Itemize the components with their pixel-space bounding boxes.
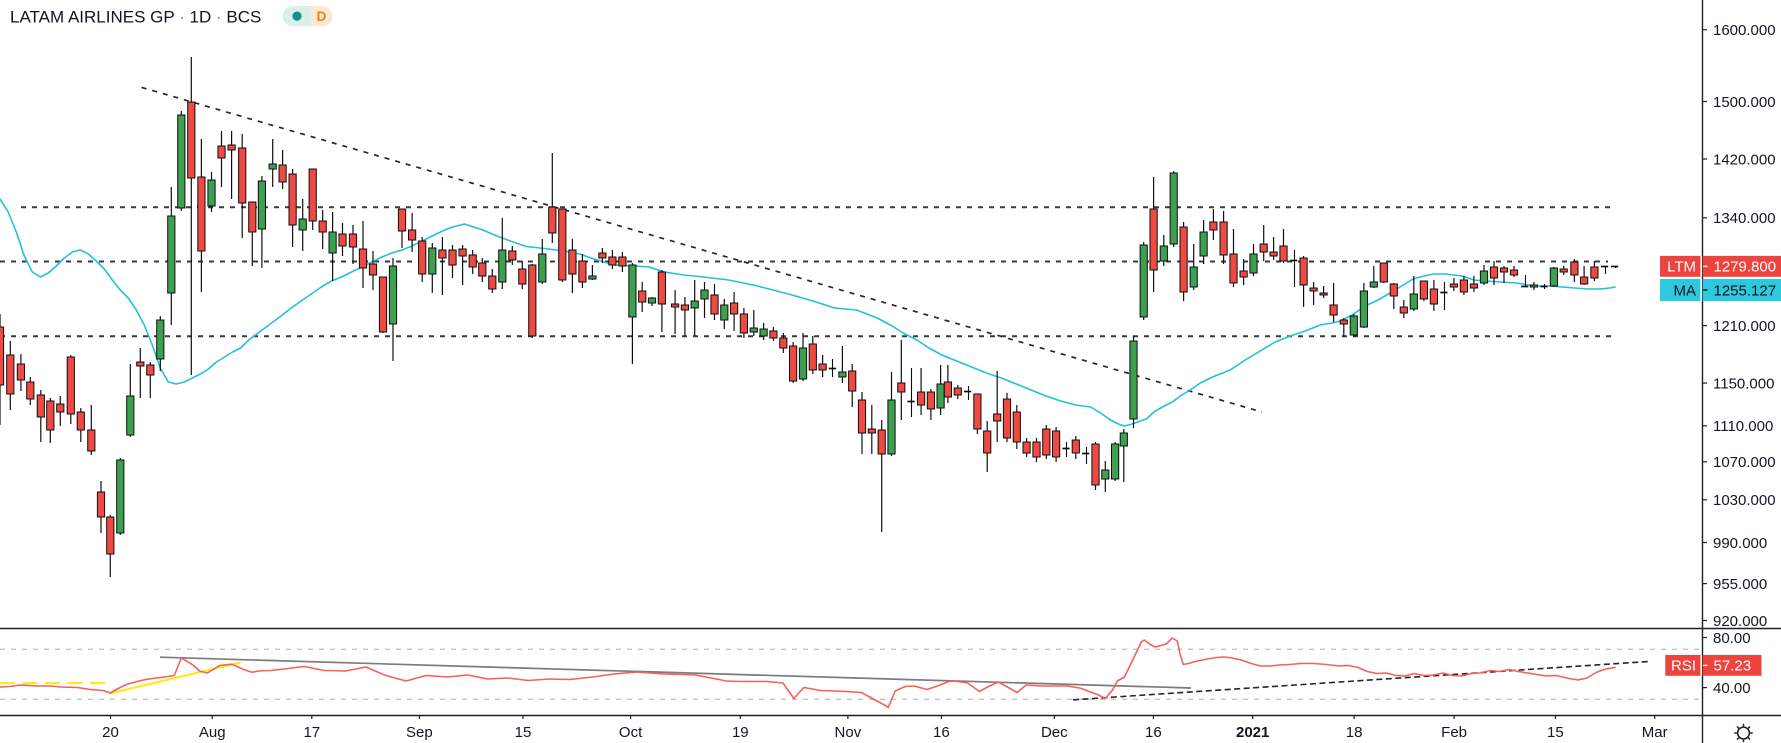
svg-text:15: 15	[515, 724, 532, 741]
svg-text:16: 16	[933, 724, 950, 741]
svg-text:1600.000: 1600.000	[1713, 22, 1776, 39]
svg-text:16: 16	[1145, 724, 1162, 741]
svg-text:Dec: Dec	[1041, 724, 1068, 741]
svg-text:1340.000: 1340.000	[1713, 210, 1776, 227]
svg-text:Aug: Aug	[199, 724, 226, 741]
svg-text:MA: MA	[1674, 282, 1697, 299]
svg-text:Feb: Feb	[1441, 724, 1467, 741]
svg-text:1255.127: 1255.127	[1714, 282, 1777, 299]
svg-text:Nov: Nov	[835, 724, 862, 741]
svg-text:15: 15	[1547, 724, 1564, 741]
svg-text:1500.000: 1500.000	[1713, 94, 1776, 111]
svg-text:Oct: Oct	[619, 724, 643, 741]
svg-text:20: 20	[102, 724, 119, 741]
svg-text:955.000: 955.000	[1713, 576, 1767, 593]
svg-text:17: 17	[303, 724, 320, 741]
svg-text:1420.000: 1420.000	[1713, 151, 1776, 168]
svg-text:Mar: Mar	[1642, 724, 1668, 741]
svg-text:1110.000: 1110.000	[1713, 418, 1773, 435]
svg-text:LTM: LTM	[1667, 259, 1696, 276]
svg-text:18: 18	[1346, 724, 1363, 741]
svg-text:920.000: 920.000	[1713, 613, 1767, 630]
svg-text:LATAM AIRLINES GP · 1D · BCS: LATAM AIRLINES GP · 1D · BCS	[10, 8, 261, 27]
svg-text:1150.000: 1150.000	[1713, 375, 1774, 392]
svg-text:990.000: 990.000	[1713, 535, 1767, 552]
svg-text:D: D	[317, 9, 327, 24]
svg-text:1070.000: 1070.000	[1713, 454, 1776, 471]
svg-text:80.00: 80.00	[1713, 630, 1751, 647]
svg-text:57.23: 57.23	[1714, 658, 1752, 675]
svg-text:1210.000: 1210.000	[1713, 318, 1776, 335]
svg-text:Sep: Sep	[406, 724, 433, 741]
svg-text:19: 19	[732, 724, 749, 741]
svg-text:2021: 2021	[1236, 724, 1269, 741]
svg-text:40.00: 40.00	[1713, 680, 1751, 697]
svg-text:1279.800: 1279.800	[1714, 259, 1777, 276]
svg-text:RSI: RSI	[1671, 658, 1696, 675]
svg-text:1030.000: 1030.000	[1713, 492, 1776, 509]
